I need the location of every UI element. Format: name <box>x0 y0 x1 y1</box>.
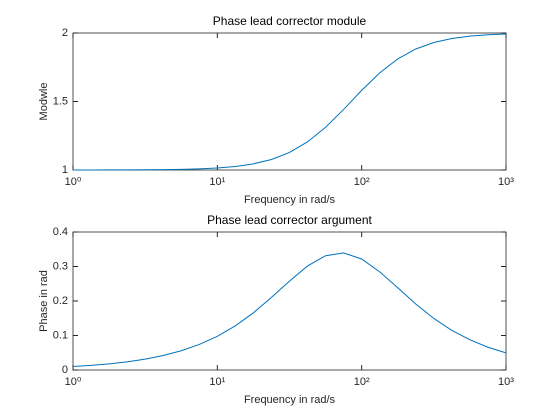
y-tick-label: 0.2 <box>53 295 68 307</box>
x-tick-label: 10¹ <box>209 176 225 188</box>
x-tick-label: 10¹ <box>209 376 225 388</box>
y-tick-label: 1.5 <box>53 95 68 107</box>
y-axis-label: Modwle <box>38 83 50 121</box>
x-tick-label: 10⁰ <box>65 376 82 388</box>
x-tick-label: 10⁰ <box>65 176 82 188</box>
x-tick-label: 10² <box>354 376 370 388</box>
x-tick-label: 10² <box>354 176 370 188</box>
y-tick-label: 0 <box>62 364 68 376</box>
y-tick-label: 0.4 <box>53 226 68 238</box>
x-tick-label: 10³ <box>498 376 514 388</box>
data-line <box>72 252 507 368</box>
chart-title: Phase lead corrector argument <box>207 213 372 227</box>
x-axis-label: Frequency in rad/s <box>244 394 336 406</box>
y-tick-label: 2 <box>62 27 68 39</box>
y-tick-label: 1 <box>62 164 68 176</box>
chart-title: Phase lead corrector module <box>213 14 367 28</box>
x-tick-label: 10³ <box>498 176 514 188</box>
plot-area <box>72 32 507 171</box>
data-line <box>72 33 507 171</box>
y-tick-label: 0.3 <box>53 260 68 272</box>
y-tick-label: 0.1 <box>53 329 68 341</box>
x-axis-label: Frequency in rad/s <box>244 194 336 206</box>
plot-area <box>72 231 507 371</box>
y-axis-label: Phase in rad <box>38 270 50 332</box>
